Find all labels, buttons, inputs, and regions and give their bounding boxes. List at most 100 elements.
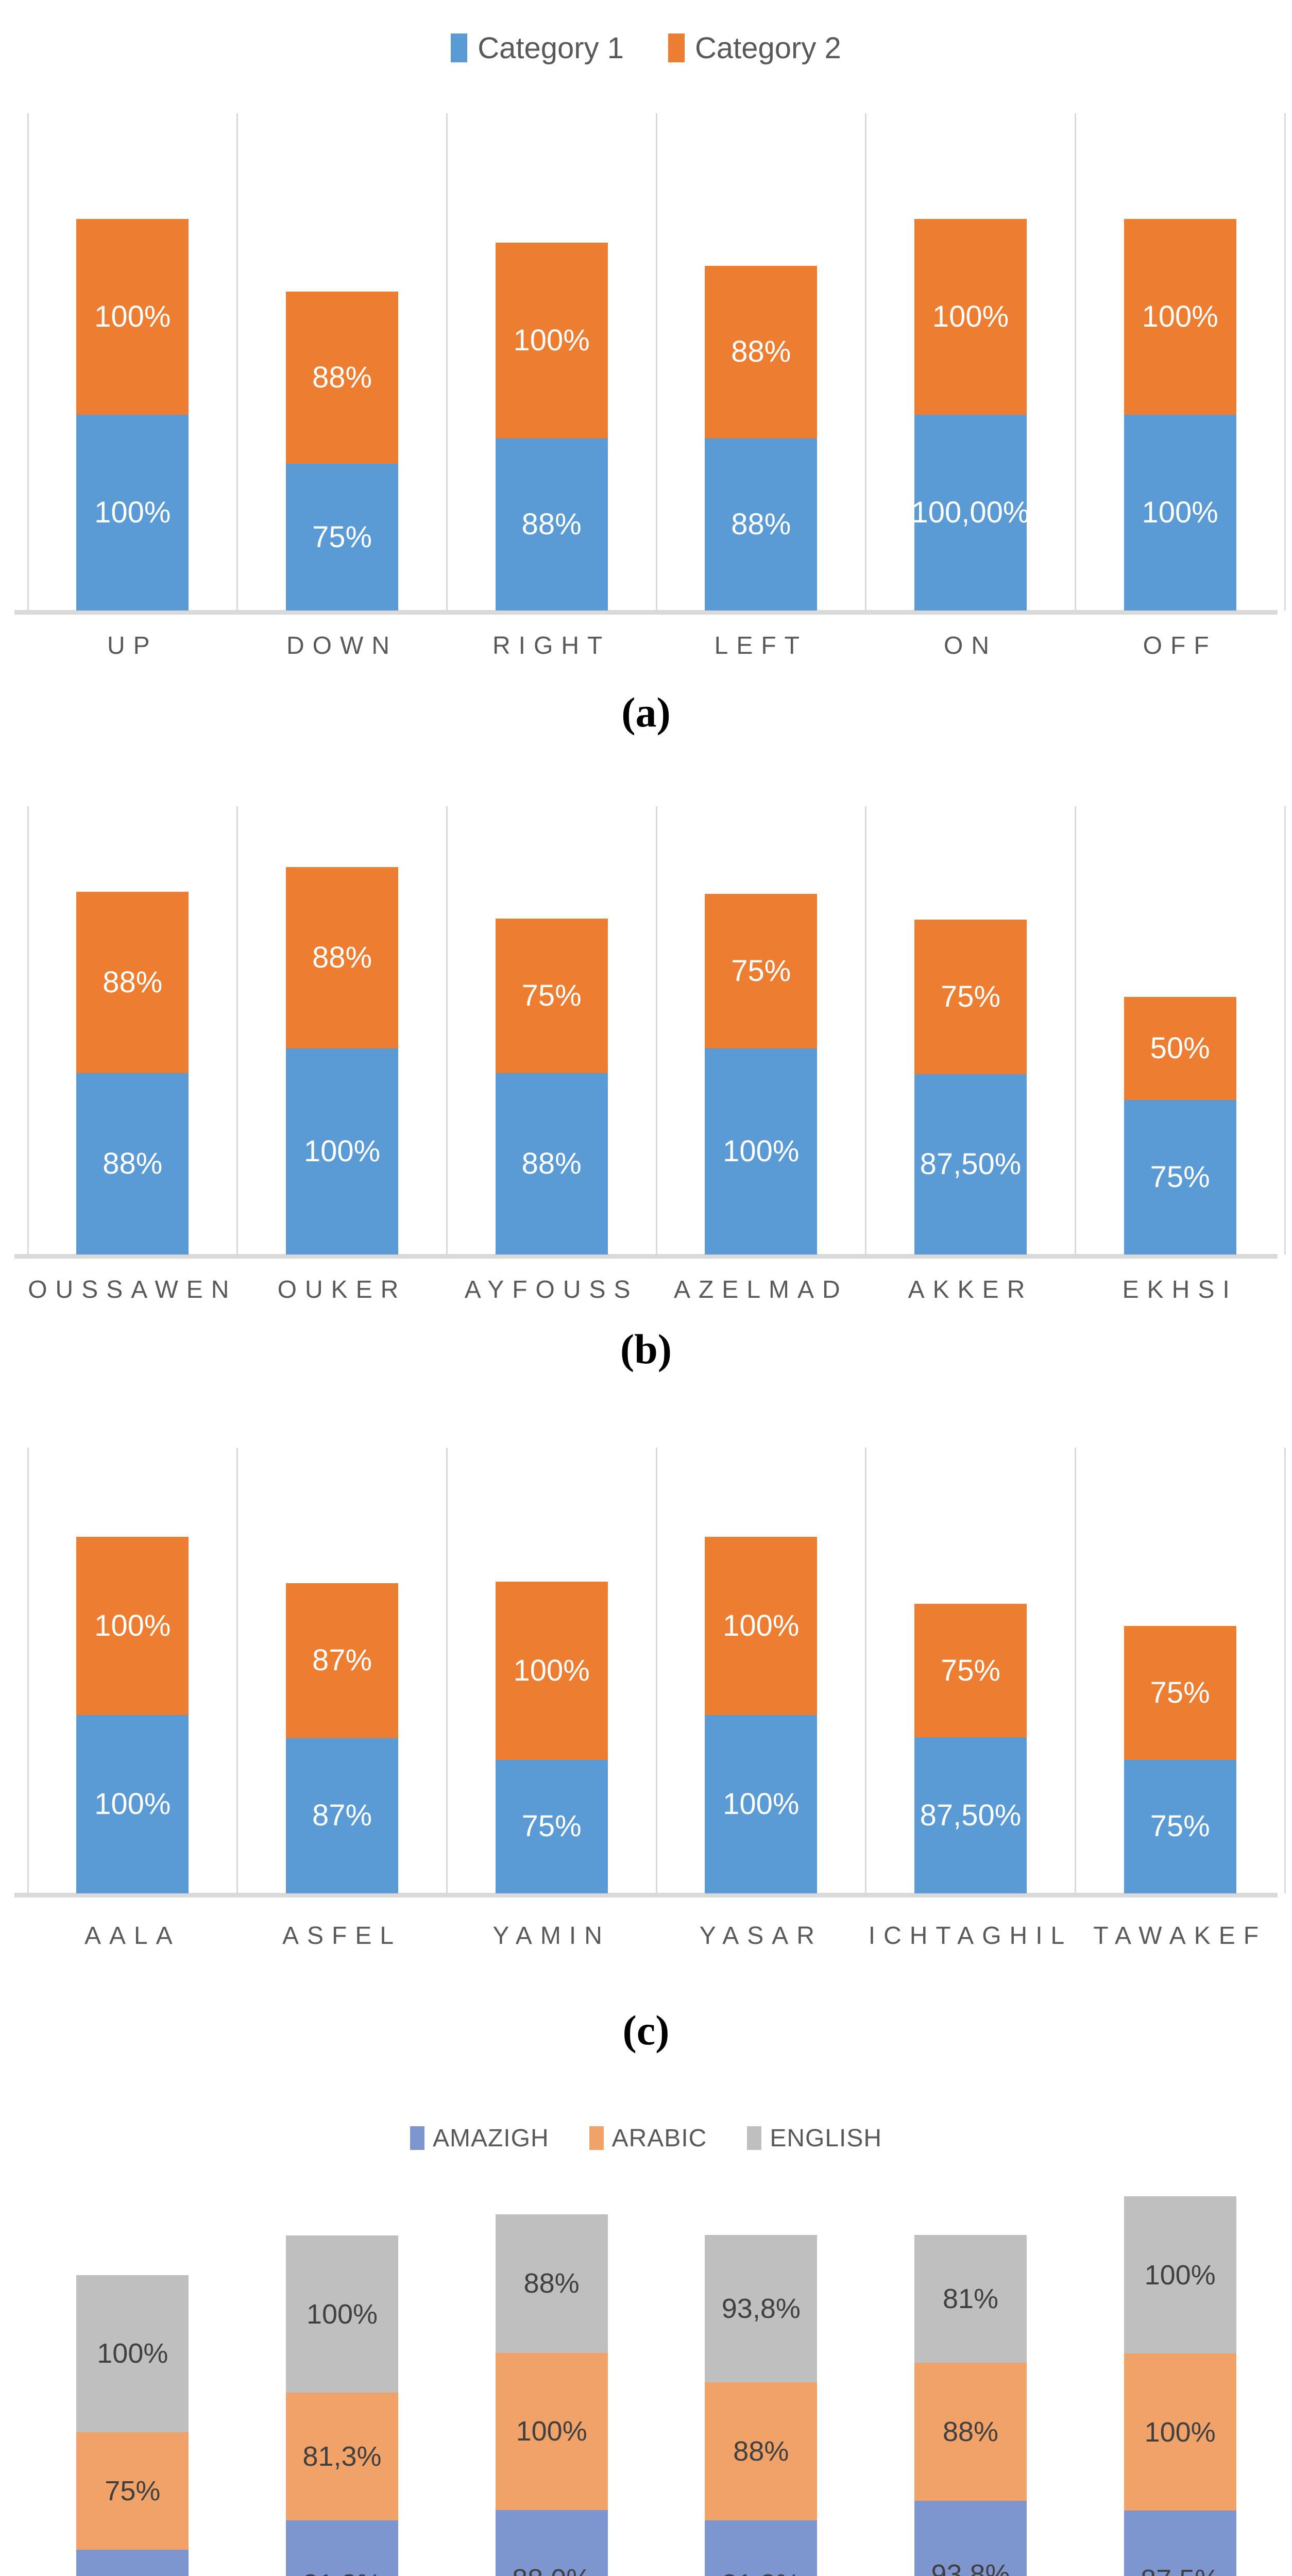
bar-segment-label: 87,50%	[920, 1147, 1022, 1181]
bar-segment: 87%	[286, 1583, 398, 1738]
bar-segment-label: 75%	[940, 1653, 1001, 1687]
bar-segment-label: 100%	[1142, 300, 1218, 333]
bar-segment-label: 75%	[521, 979, 582, 1012]
bar-segment: 100%	[495, 242, 608, 438]
legend-item-category-1: Category 1	[451, 31, 624, 65]
category-label: OUKER	[277, 1276, 407, 1303]
bar-segment-label: 93,8%	[931, 2558, 1010, 2576]
bar-segment-label: 75%	[521, 1809, 582, 1843]
bar-segment: 100%	[76, 1537, 189, 1715]
bar-segment: 100%	[705, 1048, 818, 1255]
gridline	[446, 1448, 448, 1893]
bar-segment: 100%	[286, 2235, 398, 2393]
category-label: ICHTAGHIL	[868, 1922, 1073, 1950]
bar-segment-label: 100%	[513, 323, 590, 357]
bar-segment: 100,00%	[912, 415, 1030, 611]
bar-segment: 50%	[1124, 997, 1236, 1100]
bar-segment: 81,3%	[705, 2520, 818, 2576]
bar-segment-label: 88%	[103, 1147, 163, 1180]
bar-segment-label: 100%	[932, 300, 1009, 333]
bar-segment: 75%	[76, 2432, 189, 2550]
gridline	[1284, 1448, 1286, 1893]
bar-segment: 93,8%	[914, 2500, 1027, 2576]
chart-b-caption: (b)	[620, 1326, 672, 1372]
bar-segment: 75%	[1124, 1626, 1236, 1760]
legend-label: Category 2	[695, 31, 841, 65]
category-label: AALA	[84, 1922, 181, 1950]
bar-segment-label: 88%	[733, 2435, 789, 2467]
bar-segment: 100%	[495, 1581, 608, 1760]
legend-swatch-icon	[410, 2126, 424, 2150]
gridline	[27, 1448, 29, 1893]
bar-segment-label: 100%	[94, 1787, 171, 1821]
chart-a-legend: Category 1 Category 2	[0, 25, 1292, 71]
bar-segment: 100%	[705, 1715, 818, 1893]
category-label: ASFEL	[282, 1922, 402, 1950]
bar-segment-label: 88%	[942, 2416, 999, 2447]
bar-segment: 75%	[914, 920, 1027, 1074]
chart-d-legend: AMAZIGH ARABIC ENGLISH	[0, 2116, 1292, 2160]
gridline	[27, 806, 29, 1255]
gridline	[236, 1448, 239, 1893]
legend-label: ARABIC	[611, 2124, 707, 2152]
gridline	[27, 113, 29, 611]
bar-segment-label: 100%	[94, 496, 171, 529]
category-label: EKHSI	[1122, 1276, 1238, 1303]
bar-segment: 100%	[1124, 2353, 1236, 2511]
bar-segment: 88%	[705, 266, 818, 438]
bar-segment-label: 88%	[731, 507, 791, 541]
bar-segment: 100%	[705, 1537, 818, 1715]
bar-segment: 88%	[495, 1073, 608, 1255]
bar-segment: 88%	[495, 438, 608, 611]
bar-segment-label: 100%	[97, 2338, 168, 2369]
bar-segment: 88%	[914, 2362, 1027, 2501]
bar-segment: 100%	[1124, 2196, 1236, 2354]
bar-segment-label: 75%	[940, 980, 1001, 1013]
legend-item-english: ENGLISH	[747, 2124, 882, 2153]
bar-segment-label: 88%	[312, 941, 372, 974]
bar-segment: 88%	[76, 892, 189, 1073]
bar-segment-label: 81,3%	[722, 2570, 801, 2576]
bar-segment: 88%	[495, 2214, 608, 2353]
bar-segment-label: 93,8%	[721, 2293, 801, 2324]
bar-segment-label: 75%	[312, 520, 372, 554]
bar-segment: 88%	[705, 2382, 818, 2521]
legend-swatch-icon	[589, 2126, 604, 2150]
bar-segment-label: 81,3%	[302, 2441, 382, 2472]
gridline	[655, 1448, 657, 1893]
bar-segment-label: 100%	[723, 1787, 800, 1821]
bar-segment-label: 75%	[105, 2476, 161, 2506]
bar-segment: 87,50%	[914, 1737, 1027, 1893]
legend-label: ENGLISH	[770, 2124, 882, 2152]
chart-c-caption: (c)	[622, 2007, 670, 2054]
bar-segment: 93,8%	[705, 2234, 818, 2382]
legend-item-arabic: ARABIC	[589, 2124, 707, 2153]
category-label: OFF	[1143, 632, 1217, 659]
bar-segment-label: 81,3%	[302, 2570, 381, 2576]
bar-segment-label: 100%	[1142, 496, 1218, 529]
bar-segment-label: 75%	[1150, 1675, 1210, 1709]
bar-segment-label: 100%	[723, 1134, 800, 1168]
bar-segment-label: 88%	[731, 335, 791, 369]
category-label: AYFOUSS	[464, 1276, 639, 1303]
bar-segment-label: 87,5%	[1141, 2566, 1219, 2576]
category-label: YASAR	[699, 1922, 823, 1950]
category-label: ON	[944, 632, 997, 659]
gridline	[1284, 806, 1286, 1255]
bar-segment-label: 100%	[1144, 2259, 1216, 2291]
bar-segment-label: 100%	[513, 1653, 590, 1687]
bar-segment-label: 100%	[1144, 2416, 1216, 2448]
bar-segment: 100%	[76, 219, 189, 415]
category-label: RIGHT	[492, 632, 611, 659]
bar-segment: 75%	[495, 1759, 608, 1893]
bar-segment-label: 100%	[303, 1134, 381, 1168]
x-axis-line	[14, 1254, 1278, 1259]
bar-segment-label: 88%	[521, 507, 582, 541]
bar-segment: 81%	[914, 2235, 1027, 2363]
bar-segment-label: 75%	[1150, 1809, 1210, 1843]
gridline	[1284, 113, 1286, 611]
legend-item-amazigh: AMAZIGH	[410, 2124, 549, 2153]
category-label: DOWN	[286, 632, 398, 659]
bar-segment: 75%	[705, 894, 818, 1048]
